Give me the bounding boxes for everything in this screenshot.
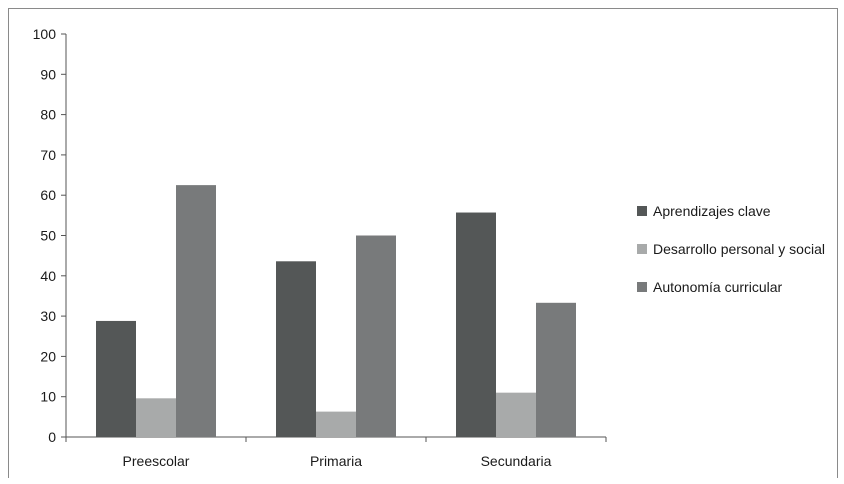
bar-preescolar-series-2 (176, 185, 216, 437)
y-tick-label: 100 (33, 26, 57, 42)
x-axis: Preescolar Primaria Secundaria (65, 436, 607, 469)
y-tick-label: 30 (40, 308, 56, 324)
bars (96, 185, 576, 437)
y-axis: 0 10 20 30 40 50 60 70 80 90 100 (33, 26, 67, 445)
legend-swatch (637, 244, 647, 254)
bar-secundaria-series-2 (536, 302, 576, 437)
y-tick-label: 20 (40, 348, 56, 364)
bar-primaria-series-0 (276, 261, 316, 437)
y-tick-label: 50 (40, 228, 56, 244)
x-category-label: Secundaria (481, 453, 552, 469)
y-tick-label: 10 (40, 389, 56, 405)
y-tick-label: 0 (48, 429, 56, 445)
bar-primaria-series-2 (356, 235, 396, 437)
y-tick-label: 60 (40, 187, 56, 203)
legend-swatch (637, 282, 647, 292)
bar-secundaria-series-1 (496, 392, 536, 437)
legend-swatch (637, 206, 647, 216)
bar-secundaria-series-0 (456, 212, 496, 437)
x-category-label: Preescolar (123, 453, 190, 469)
bar-preescolar-series-0 (96, 320, 136, 437)
bar-preescolar-series-1 (136, 398, 176, 437)
legend-label: Aprendizajes clave (653, 203, 771, 219)
legend-label: Desarrollo personal y social (653, 241, 825, 257)
x-category-label: Primaria (310, 453, 362, 469)
bar-primaria-series-1 (316, 411, 356, 437)
y-tick-label: 40 (40, 268, 56, 284)
y-tick-label: 80 (40, 107, 56, 123)
y-tick-label: 70 (40, 147, 56, 163)
legend-label: Autonomía curricular (653, 279, 783, 295)
y-tick-label: 90 (40, 66, 56, 82)
legend: Aprendizajes clave Desarrollo personal y … (637, 203, 825, 295)
